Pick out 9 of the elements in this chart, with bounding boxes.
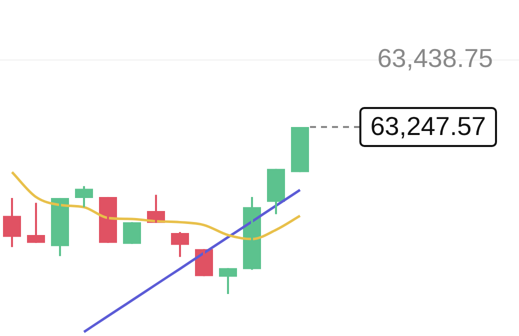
candlestick bbox=[123, 221, 141, 245]
candlestick bbox=[291, 126, 309, 174]
text: 63,247.57 bbox=[370, 111, 486, 142]
candlestick bbox=[27, 202, 45, 244]
text: 63,438.75 bbox=[377, 43, 493, 74]
candlestick bbox=[171, 231, 189, 258]
candlestick bbox=[195, 248, 213, 278]
candlestick bbox=[99, 196, 117, 244]
candlestick bbox=[219, 267, 237, 295]
